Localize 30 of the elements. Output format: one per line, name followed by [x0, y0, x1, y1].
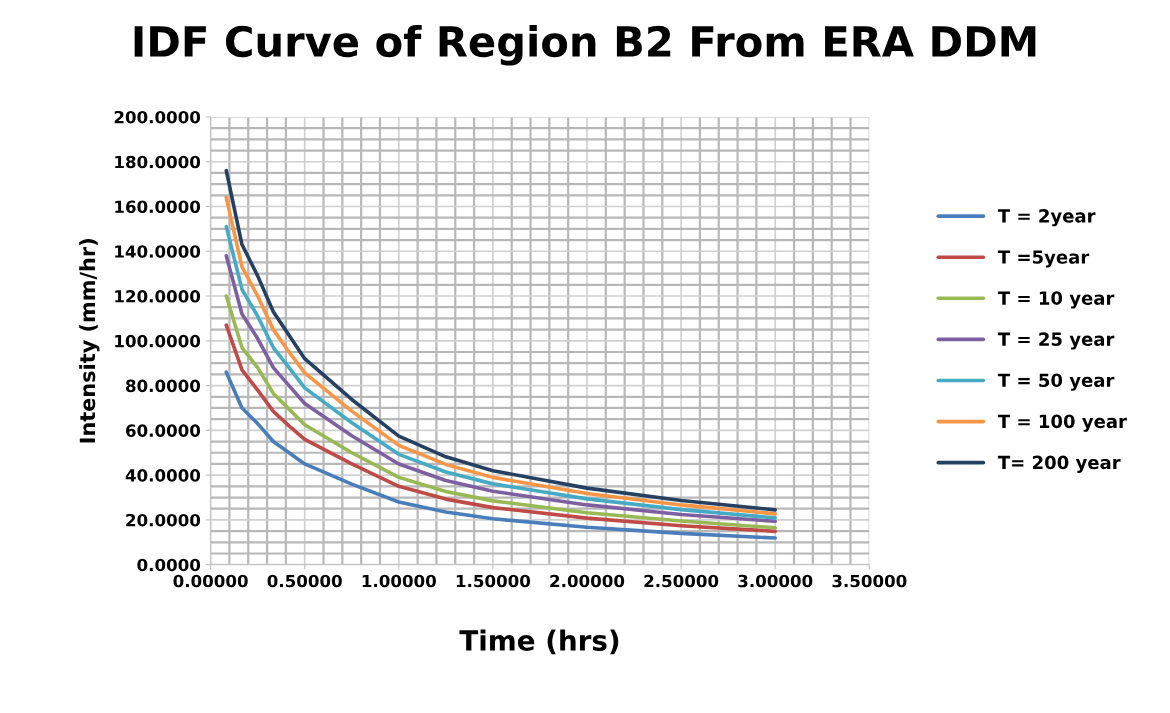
- y-tick-label: 100.0000: [115, 334, 201, 348]
- y-tick-label: 40.0000: [125, 469, 201, 482]
- y-tick-label: 160.0000: [115, 200, 201, 214]
- x-tick-label: 1.00000: [362, 574, 436, 588]
- legend-label: T = 10 year: [997, 291, 1115, 309]
- y-tick-label: 180.0000: [115, 155, 201, 169]
- legend-label: T = 2year: [997, 209, 1096, 227]
- legend-label: T =5year: [997, 250, 1090, 268]
- x-tick-label: 0.00000: [173, 574, 248, 588]
- x-tick-label: 3.00000: [738, 574, 813, 588]
- chart-title: IDF Curve of Region B2 From ERA DDM: [134, 24, 1036, 66]
- y-tick-label: 120.0000: [115, 290, 201, 303]
- y-tick-label: 0.0000: [137, 558, 201, 572]
- x-tick-label: 1.50000: [456, 574, 531, 588]
- y-tick-label: 200.0000: [114, 110, 201, 124]
- x-tick-label: 2.50000: [644, 574, 719, 588]
- y-tick-label: 60.0000: [126, 424, 201, 437]
- legend-label: T = 25 year: [997, 332, 1115, 350]
- x-axis-title: Time (hrs): [459, 629, 619, 655]
- x-tick-label: 0.50000: [267, 574, 342, 588]
- legend-label: T= 200 year: [997, 455, 1121, 473]
- x-tick-label: 2.00000: [550, 574, 625, 588]
- x-tick-label: 3.50000: [832, 574, 907, 588]
- y-tick-label: 20.0000: [126, 513, 201, 527]
- legend-label: T = 50 year: [997, 373, 1115, 391]
- y-axis-title: Intensity (mm/hr): [79, 239, 100, 443]
- legend-label: T = 100 year: [997, 414, 1127, 432]
- line-series: [224, 370, 778, 540]
- y-tick-label: 140.0000: [115, 245, 201, 258]
- y-tick-label: 80.0000: [125, 379, 201, 393]
